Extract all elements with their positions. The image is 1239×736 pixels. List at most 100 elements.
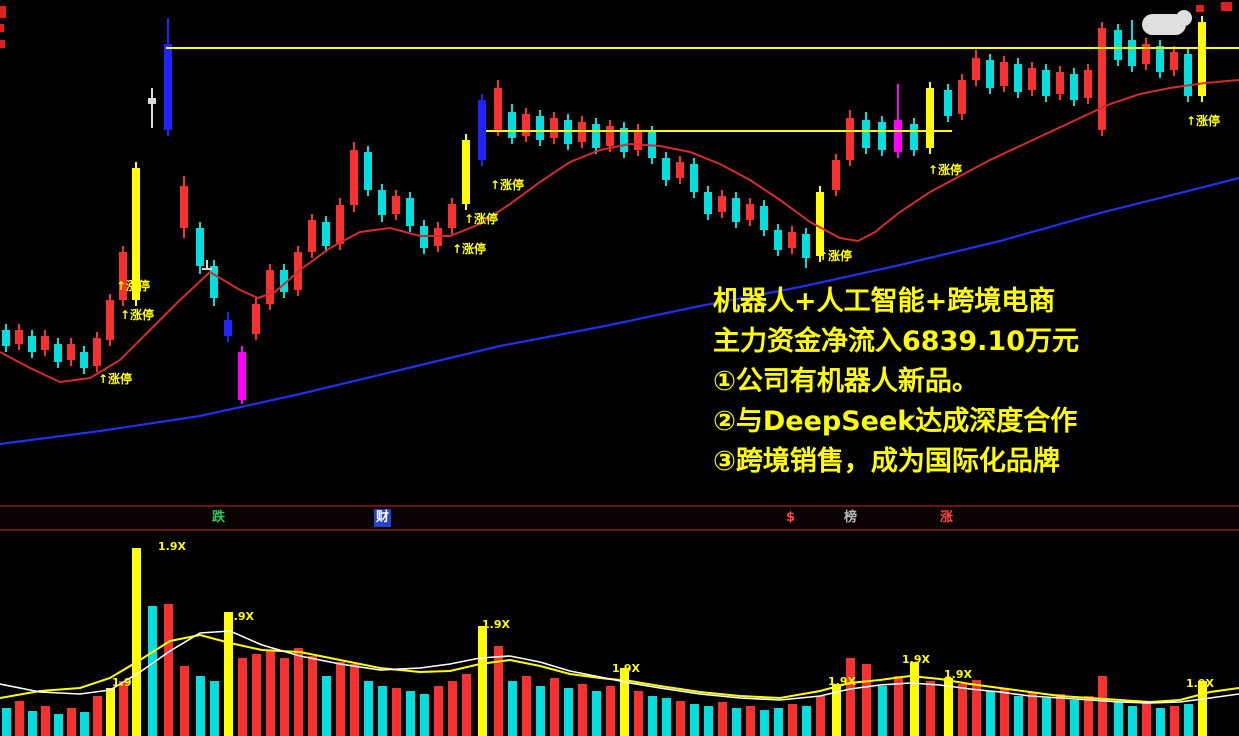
volume-bar [80, 712, 89, 736]
annotation-block: 机器人+人工智能+跨境电商 主力资金净流入6839.10万元 ①公司有机器人新品… [713, 282, 1079, 482]
candle-body [972, 58, 980, 80]
volume-bar [958, 684, 967, 736]
volume-bar [119, 681, 128, 736]
volume-bar [420, 694, 429, 736]
volume-bar [1114, 701, 1123, 736]
limit-up-label: ↑涨停 [818, 249, 853, 263]
band-label[interactable]: 涨 [940, 510, 954, 525]
volume-bar [774, 708, 783, 736]
volume-bar [196, 676, 205, 736]
volume-ratio-label: 1.9X [1186, 677, 1214, 690]
corner-tick [0, 40, 5, 48]
limit-up-label: ↑涨停 [120, 308, 155, 322]
volume-bar [1198, 681, 1207, 736]
volume-bar [406, 691, 415, 736]
volume-bar [662, 698, 671, 736]
volume-bar [93, 696, 102, 736]
volume-bar [986, 691, 995, 736]
volume-bar [878, 686, 887, 736]
candle-body [1184, 54, 1192, 96]
volume-bar [536, 686, 545, 736]
candle-body [1014, 64, 1022, 92]
volume-bar [760, 710, 769, 736]
corner-tick [0, 6, 6, 18]
volume-bar [378, 686, 387, 736]
volume-bar [634, 691, 643, 736]
volume-bar [704, 706, 713, 736]
volume-bar [816, 696, 825, 736]
volume-bar [67, 708, 76, 736]
volume-bar [1014, 696, 1023, 736]
volume-bar [364, 681, 373, 736]
volume-bar [54, 714, 63, 736]
volume-bar [392, 688, 401, 736]
volume-bar [550, 678, 559, 736]
corner-mark [1196, 5, 1204, 12]
limit-up-label: ↑涨停 [928, 163, 963, 177]
volume-bar [1128, 706, 1137, 736]
candle-body [1028, 68, 1036, 90]
annotation-line-concepts: 机器人+人工智能+跨境电商 [713, 286, 1056, 317]
volume-bar [1000, 688, 1009, 736]
band-label[interactable]: $ [786, 510, 796, 525]
annotation-line-point-1: ①公司有机器人新品。 [713, 366, 979, 397]
volume-bar [718, 702, 727, 736]
volume-bar [522, 676, 531, 736]
separator-band[interactable]: 跌 财 $ 榜 涨 [0, 505, 1239, 531]
volume-bar [788, 704, 797, 736]
volume-bar [2, 708, 11, 736]
volume-bar [832, 684, 841, 736]
volume-bar [462, 674, 471, 736]
candle-body [1142, 44, 1150, 64]
volume-ratio-label: 1.9X [112, 676, 140, 689]
limit-up-label: ↑涨停 [490, 178, 525, 192]
volume-bar [1070, 700, 1079, 736]
volume-ratio-label: 1.9X [158, 540, 186, 553]
band-label[interactable]: 财 [374, 509, 392, 527]
volume-bar [944, 678, 953, 736]
volume-bar [1084, 696, 1093, 736]
volume-bar [1156, 708, 1165, 736]
candle-body [1114, 30, 1122, 60]
volume-bar [210, 681, 219, 736]
limit-up-label: ↑涨停 [116, 279, 151, 293]
volume-bar [28, 711, 37, 736]
volume-bar [732, 708, 741, 736]
limit-up-label: ↑涨停 [452, 242, 487, 256]
volume-ratio-label: 1.9X [902, 653, 930, 666]
candle-body [1198, 22, 1206, 96]
volume-bar [564, 688, 573, 736]
band-label[interactable]: 榜 [844, 510, 858, 525]
candle-body [1128, 40, 1136, 66]
volume-bar [448, 681, 457, 736]
annotation-line-point-2: ②与DeepSeek达成深度合作 [713, 406, 1078, 437]
band-label[interactable]: 跌 [212, 510, 226, 525]
volume-bar [648, 696, 657, 736]
corner-mark [1221, 2, 1232, 11]
volume-bar [106, 688, 115, 736]
volume-bar [1098, 676, 1107, 736]
volume-bar [15, 701, 24, 736]
volume-ratio-label: 1.9X [612, 662, 640, 675]
candle-body [1000, 62, 1008, 86]
volume-bar [508, 681, 517, 736]
volume-bar [1056, 694, 1065, 736]
volume-bar [676, 701, 685, 736]
corner-tick [0, 24, 4, 32]
candle-body [1170, 52, 1178, 70]
volume-bar [41, 706, 50, 736]
volume-bar [1170, 706, 1179, 736]
limit-up-label: ↑涨停 [1186, 114, 1221, 128]
candle-body [1156, 46, 1164, 72]
volume-bar [434, 686, 443, 736]
candle-body [986, 60, 994, 88]
volume-bar [690, 704, 699, 736]
band-label-layer: 跌 财 $ 榜 涨 [0, 507, 1239, 529]
volume-ratio-label: 1.9X [226, 610, 254, 623]
volume-bar [578, 684, 587, 736]
volume-ratio-label: 1.9X [828, 675, 856, 688]
candle-body [1098, 28, 1106, 130]
volume-bar [1142, 702, 1151, 736]
volume-bar [802, 706, 811, 736]
